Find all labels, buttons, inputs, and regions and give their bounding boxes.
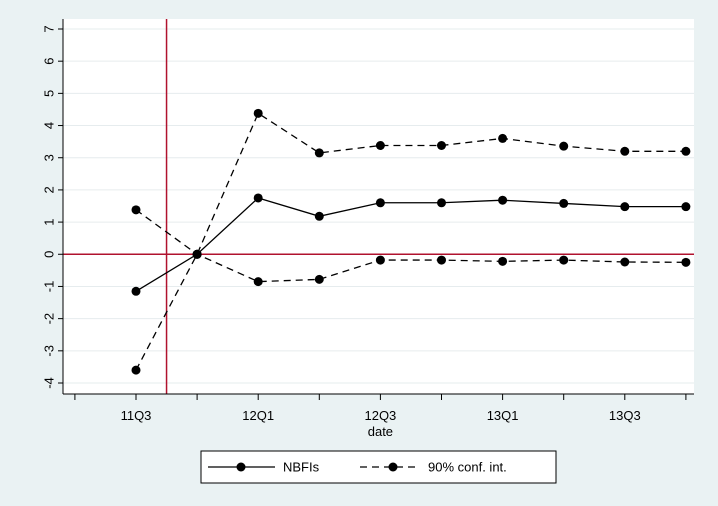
y-tick-label: -1 — [42, 281, 57, 293]
series-1-point — [498, 133, 508, 143]
y-tick-label: -4 — [42, 377, 57, 389]
series-1-point — [620, 146, 630, 156]
series-1-point — [131, 365, 141, 375]
series-2-point — [498, 256, 508, 266]
y-tick-label: 0 — [42, 251, 57, 258]
legend-marker-nbfis — [236, 462, 246, 472]
series-0-point — [314, 211, 324, 221]
y-tick-label: 6 — [42, 58, 57, 65]
y-tick-label: 1 — [42, 218, 57, 225]
series-line-0 — [135, 197, 686, 292]
x-tick-label: 12Q1 — [242, 408, 274, 423]
x-tick-label: 11Q3 — [121, 408, 152, 423]
series-2-point — [681, 257, 691, 267]
legend-label-nbfis: NBFIs — [283, 460, 320, 475]
axes: -4 -3 -2 -1 0 1 2 3 4 5 6 7 11Q3 12Q1 12Q3 13Q1 13Q3 — [42, 19, 694, 423]
series-1-point — [559, 141, 569, 151]
series-2-point — [437, 255, 446, 265]
legend: NBFIs 90% conf. int. — [200, 450, 557, 484]
legend-label-conf-int: 90% conf. int. — [428, 460, 507, 475]
series-0-point — [375, 198, 385, 208]
series-2-point — [192, 249, 202, 259]
y-tick-label: 4 — [42, 122, 57, 129]
series-1-point — [681, 146, 691, 156]
series-2-point — [375, 255, 385, 265]
y-tick-label: -2 — [42, 313, 57, 325]
series-2-point — [620, 257, 630, 267]
y-tick-label: -3 — [42, 345, 57, 357]
series-0-point — [131, 286, 141, 296]
series-0-point — [681, 202, 691, 212]
series-2-point — [314, 274, 324, 284]
y-tick-label: 5 — [42, 90, 57, 97]
series-2-point — [131, 205, 141, 215]
x-tick-label: 13Q3 — [609, 408, 641, 423]
series-layer — [131, 108, 691, 375]
series-0-point — [437, 198, 446, 208]
series-1-point — [375, 140, 385, 150]
y-tick-label: 2 — [42, 186, 57, 193]
series-0-point — [253, 193, 263, 203]
legend-marker-conf-int — [388, 462, 398, 472]
y-tick-label: 3 — [42, 154, 57, 161]
reference-lines — [63, 19, 694, 394]
series-0-point — [620, 202, 630, 212]
series-1-point — [314, 148, 324, 158]
series-line-2 — [135, 209, 686, 283]
series-0-point — [498, 195, 508, 205]
series-2-point — [253, 277, 263, 287]
x-axis-title: date — [368, 424, 393, 439]
series-2-point — [559, 255, 569, 265]
x-tick-label: 13Q1 — [487, 408, 519, 423]
y-tick-label: 7 — [42, 25, 57, 32]
series-1-point — [253, 108, 263, 118]
series-0-point — [559, 198, 569, 208]
x-tick-label: 12Q3 — [364, 408, 396, 423]
series-line-1 — [135, 112, 686, 371]
series-1-point — [437, 140, 446, 150]
